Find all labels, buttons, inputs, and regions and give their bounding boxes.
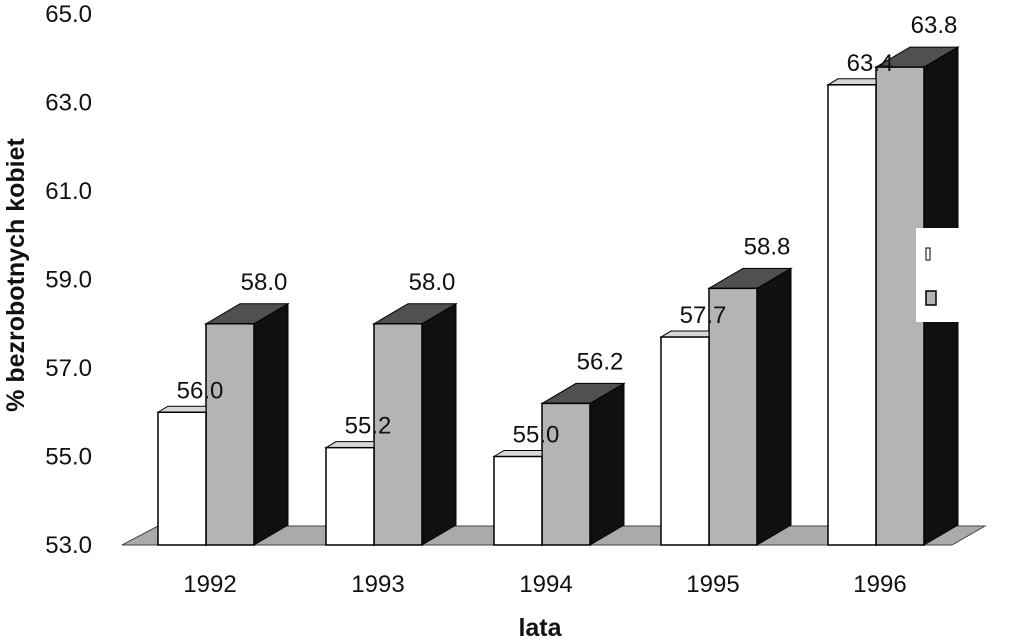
bar-series-1 bbox=[157, 411, 207, 546]
data-label-series-2: 58.0 bbox=[409, 269, 456, 296]
data-label-series-1: 55.2 bbox=[345, 413, 392, 440]
bar-series-1 bbox=[827, 84, 877, 546]
bar-series-2-side bbox=[589, 382, 625, 546]
data-label-series-1: 57.7 bbox=[680, 302, 727, 329]
legend bbox=[916, 228, 986, 322]
bar-series-2 bbox=[541, 402, 591, 546]
bar-series-1-top bbox=[659, 330, 710, 338]
x-tick-label: 1996 bbox=[853, 571, 906, 598]
y-tick-label: 59.0 bbox=[45, 267, 92, 294]
bar-series-2-side bbox=[421, 302, 457, 546]
y-tick-label: 63.0 bbox=[45, 90, 92, 117]
bars bbox=[156, 46, 960, 546]
bar-series-1-top bbox=[826, 78, 877, 86]
bar-series-1 bbox=[660, 336, 710, 546]
bar-series-2 bbox=[205, 323, 255, 546]
bar-series-2 bbox=[708, 287, 758, 546]
data-label-series-1: 56.0 bbox=[177, 377, 224, 404]
bar-series-2-side bbox=[253, 302, 289, 546]
x-axis-ticks: 1992 1993 1994 1995 1996 bbox=[183, 571, 906, 598]
y-axis-ticks: 53.0 55.0 57.0 59.0 61.0 63.0 65.0 bbox=[45, 1, 92, 559]
y-axis-label: % bezrobotnych kobiet bbox=[2, 138, 30, 412]
x-tick-label: 1993 bbox=[351, 571, 404, 598]
x-axis-label: lata bbox=[518, 614, 562, 640]
legend-swatch-series-1 bbox=[925, 247, 931, 261]
y-tick-label: 65.0 bbox=[45, 1, 92, 28]
x-tick-label: 1992 bbox=[183, 571, 236, 598]
bar-series-1 bbox=[493, 455, 543, 546]
x-tick-label: 1994 bbox=[519, 571, 572, 598]
y-tick-label: 55.0 bbox=[45, 444, 92, 471]
y-tick-label: 53.0 bbox=[45, 532, 92, 559]
data-label-series-2: 58.8 bbox=[744, 233, 791, 260]
bar-series-1-top bbox=[156, 405, 207, 413]
data-label-series-1: 55.0 bbox=[513, 422, 560, 449]
legend-swatch-series-2 bbox=[925, 290, 937, 306]
bar-series-1-top bbox=[492, 450, 543, 457]
data-labels: 56.0 58.0 55.2 58.0 55.0 56.2 57.7 58.8 63.4 63.8 bbox=[177, 12, 958, 448]
legend-box bbox=[916, 228, 986, 322]
x-tick-label: 1995 bbox=[686, 571, 739, 598]
bar-series-1-top bbox=[324, 441, 375, 449]
data-label-series-2: 63.8 bbox=[911, 12, 958, 39]
data-label-series-2: 56.2 bbox=[577, 348, 624, 375]
data-label-series-2: 58.0 bbox=[241, 269, 288, 296]
bar-series-2 bbox=[373, 323, 423, 546]
y-tick-label: 57.0 bbox=[45, 355, 92, 382]
data-label-series-1: 63.4 bbox=[847, 50, 894, 77]
y-tick-label: 61.0 bbox=[45, 178, 92, 205]
bar-series-2-side bbox=[756, 267, 792, 546]
bar-series-1 bbox=[325, 446, 375, 546]
